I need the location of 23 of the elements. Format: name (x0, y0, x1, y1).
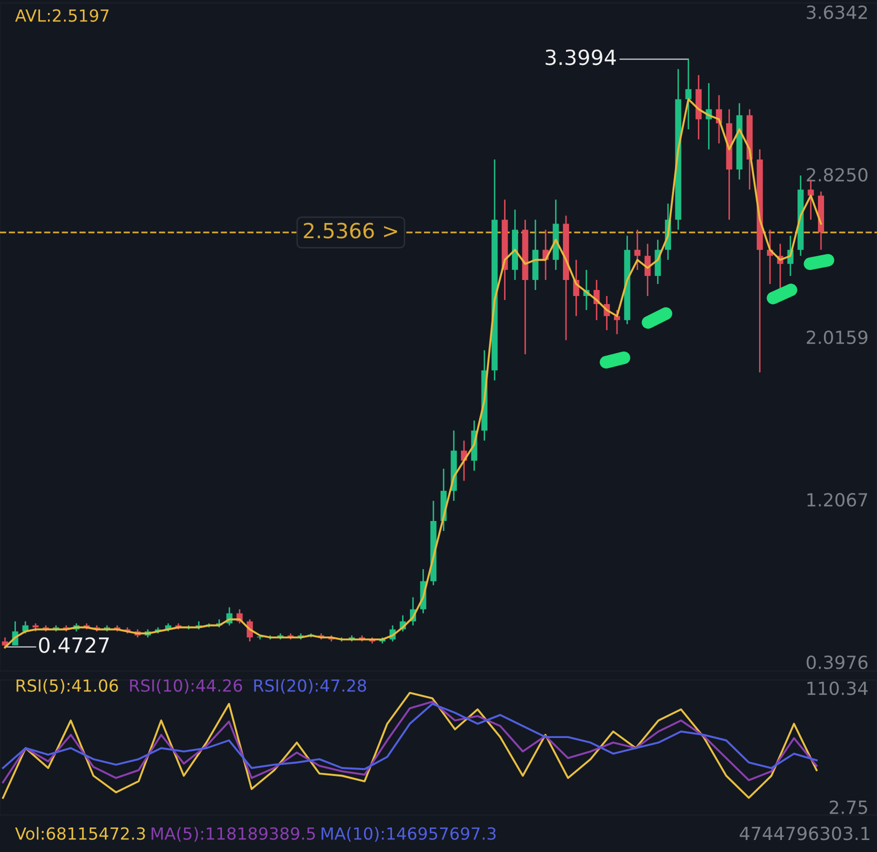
candlestick (634, 229, 640, 271)
annotation: 0.4727 (39, 637, 109, 653)
line-series (2, 702, 818, 770)
text: MA(5):118189389.5 (152, 826, 315, 842)
text: RSI(5):41.06 (16, 678, 118, 694)
candlestick (614, 309, 620, 335)
line-series (2, 700, 818, 784)
y-tick-label: 1.2067 (807, 492, 868, 507)
y-tick-label: 2.0159 (806, 330, 868, 344)
text: RSI(20):47.28 (254, 678, 366, 694)
y-tick-label: 2.8250 (806, 168, 868, 182)
candlestick (685, 58, 692, 130)
ref-line-label: 2.5366 > (304, 222, 398, 238)
annotation: 3.3994 (546, 49, 616, 66)
text: AVL:2.5197 (15, 9, 109, 22)
series-label: RSI(10):44.26 (130, 678, 242, 694)
text: MA(10):146957697.3 (322, 826, 496, 842)
y-tick-label: 110.34 (807, 681, 868, 696)
y-tick-label: 2.75 (830, 800, 868, 814)
text: 4744796303.1 (740, 826, 870, 840)
text: Vol:68115472.3 (15, 826, 145, 840)
y-tick-label: 3.6342 (806, 5, 867, 20)
y-tick-label: 0.3976 (806, 655, 868, 670)
